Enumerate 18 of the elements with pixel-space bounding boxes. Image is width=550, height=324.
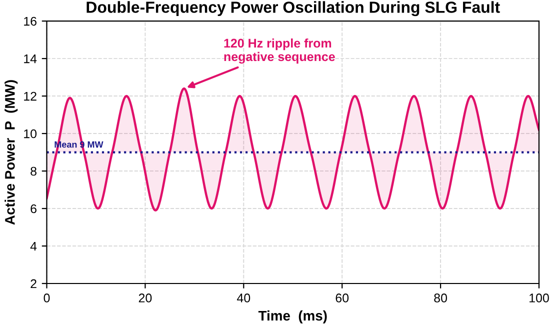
x-tick-label: 60 bbox=[336, 294, 349, 302]
x-tick-label: 80 bbox=[434, 294, 448, 302]
y-tick-label: 8 bbox=[30, 166, 36, 176]
y-tick-label: 14 bbox=[24, 54, 37, 64]
y-tick-label: 10 bbox=[24, 129, 37, 138]
y-tick-label: 12 bbox=[24, 92, 36, 101]
y-tick-label: 16 bbox=[24, 16, 36, 26]
x-tick-label: 0 bbox=[44, 294, 50, 302]
y-tick-label: 6 bbox=[30, 204, 36, 214]
x-tick-label: 100 bbox=[530, 294, 549, 302]
y-tick-label: 2 bbox=[30, 279, 36, 288]
x-tick-label: 20 bbox=[138, 294, 152, 302]
x-tick-label: 40 bbox=[236, 294, 250, 302]
y-tick-label: 4 bbox=[30, 242, 37, 251]
x-axis-title: Time (ms) bbox=[258, 310, 327, 324]
annotation: 120 Hz ripple from negative sequence bbox=[224, 38, 335, 64]
chart-title: Double-Frequency Power Oscillation During SLG Fault bbox=[86, 1, 500, 16]
y-axis-title: Active Power P (MW) bbox=[4, 80, 18, 225]
